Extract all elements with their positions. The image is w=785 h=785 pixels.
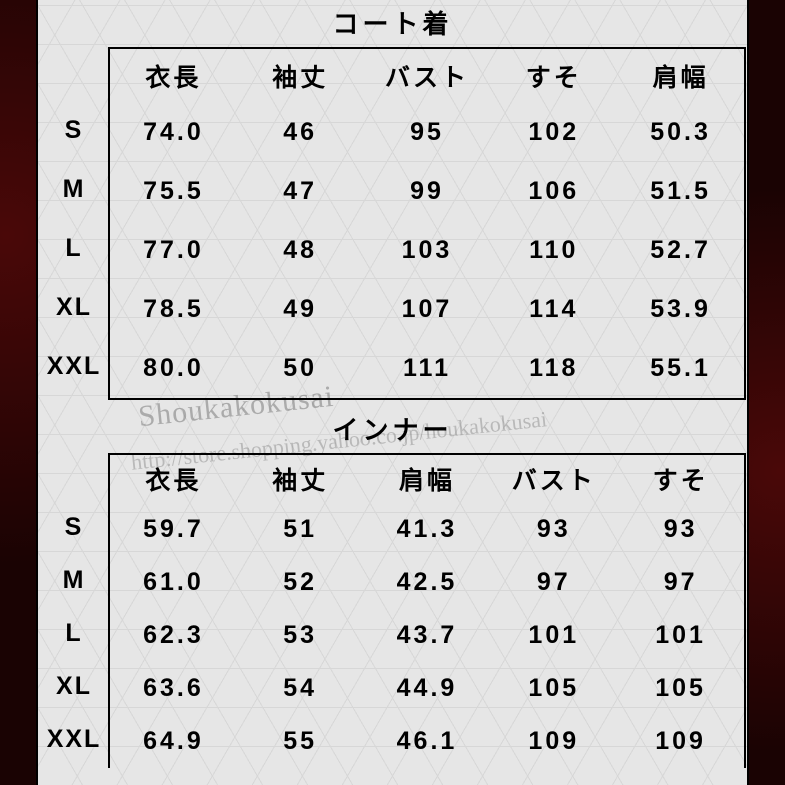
cell: 64.9 bbox=[110, 715, 237, 768]
cell: 93 bbox=[617, 503, 744, 556]
size-label: XXL bbox=[40, 337, 108, 396]
cell: 43.7 bbox=[364, 609, 491, 662]
cell: 110 bbox=[490, 221, 617, 280]
cell: 50.3 bbox=[617, 103, 744, 162]
cell: 52 bbox=[237, 556, 364, 609]
cell: 55.1 bbox=[617, 339, 744, 398]
cell: 78.5 bbox=[110, 280, 237, 339]
cell: 52.7 bbox=[617, 221, 744, 280]
table1-title: コート着 bbox=[38, 0, 747, 47]
cell: 46 bbox=[237, 103, 364, 162]
cell: 48 bbox=[237, 221, 364, 280]
content-container: コート着 S M L XL XXL 衣長 袖丈 バスト すそ bbox=[38, 0, 747, 768]
cell: 42.5 bbox=[364, 556, 491, 609]
col-header: すそ bbox=[617, 455, 744, 503]
cell: 97 bbox=[617, 556, 744, 609]
col-header: バスト bbox=[490, 455, 617, 503]
table-row: 61.0 52 42.5 97 97 bbox=[110, 556, 744, 609]
cell: 106 bbox=[490, 162, 617, 221]
background-edge-left bbox=[0, 0, 36, 785]
cell: 101 bbox=[490, 609, 617, 662]
cell: 109 bbox=[617, 715, 744, 768]
table-row: 78.5 49 107 114 53.9 bbox=[110, 280, 744, 339]
cell: 51 bbox=[237, 503, 364, 556]
cell: 63.6 bbox=[110, 662, 237, 715]
cell: 41.3 bbox=[364, 503, 491, 556]
cell: 102 bbox=[490, 103, 617, 162]
cell: 53 bbox=[237, 609, 364, 662]
col-header: 衣長 bbox=[110, 49, 237, 103]
size-label: L bbox=[40, 219, 108, 278]
table2-border: 衣長 袖丈 肩幅 バスト すそ 59.7 51 41.3 93 bbox=[108, 453, 746, 768]
table-row: 77.0 48 103 110 52.7 bbox=[110, 221, 744, 280]
size-chart-panel: Shoukakokusai http://store.shopping.yaho… bbox=[36, 0, 749, 785]
cell: 107 bbox=[364, 280, 491, 339]
col-header: バスト bbox=[364, 49, 491, 103]
table-row: 75.5 47 99 106 51.5 bbox=[110, 162, 744, 221]
size-label: S bbox=[40, 101, 108, 160]
cell: 75.5 bbox=[110, 162, 237, 221]
cell: 59.7 bbox=[110, 503, 237, 556]
table1: 衣長 袖丈 バスト すそ 肩幅 74.0 46 95 102 bbox=[110, 49, 744, 398]
cell: 51.5 bbox=[617, 162, 744, 221]
col-header: 衣長 bbox=[110, 455, 237, 503]
cell: 103 bbox=[364, 221, 491, 280]
cell: 50 bbox=[237, 339, 364, 398]
size-label: XL bbox=[40, 660, 108, 713]
col-header: 肩幅 bbox=[617, 49, 744, 103]
table2: 衣長 袖丈 肩幅 バスト すそ 59.7 51 41.3 93 bbox=[110, 455, 744, 768]
col-header: 肩幅 bbox=[364, 455, 491, 503]
cell: 80.0 bbox=[110, 339, 237, 398]
size-label: S bbox=[40, 501, 108, 554]
col-header: 袖丈 bbox=[237, 49, 364, 103]
size-label: M bbox=[40, 554, 108, 607]
col-header: すそ bbox=[490, 49, 617, 103]
col-header: 袖丈 bbox=[237, 455, 364, 503]
cell: 54 bbox=[237, 662, 364, 715]
cell: 77.0 bbox=[110, 221, 237, 280]
table1-border: 衣長 袖丈 バスト すそ 肩幅 74.0 46 95 102 bbox=[108, 47, 746, 400]
background-edge-right bbox=[749, 0, 785, 785]
cell: 105 bbox=[490, 662, 617, 715]
table-row: 80.0 50 111 118 55.1 bbox=[110, 339, 744, 398]
cell: 93 bbox=[490, 503, 617, 556]
cell: 109 bbox=[490, 715, 617, 768]
cell: 53.9 bbox=[617, 280, 744, 339]
table2-size-column: S M L XL XXL bbox=[40, 501, 108, 766]
table2-header-row: 衣長 袖丈 肩幅 バスト すそ bbox=[110, 455, 744, 503]
cell: 99 bbox=[364, 162, 491, 221]
cell: 47 bbox=[237, 162, 364, 221]
cell: 114 bbox=[490, 280, 617, 339]
table-row: 62.3 53 43.7 101 101 bbox=[110, 609, 744, 662]
table1-header-row: 衣長 袖丈 バスト すそ 肩幅 bbox=[110, 49, 744, 103]
table-row: 59.7 51 41.3 93 93 bbox=[110, 503, 744, 556]
cell: 95 bbox=[364, 103, 491, 162]
cell: 97 bbox=[490, 556, 617, 609]
cell: 101 bbox=[617, 609, 744, 662]
cell: 111 bbox=[364, 339, 491, 398]
table-row: 64.9 55 46.1 109 109 bbox=[110, 715, 744, 768]
table1-size-column: S M L XL XXL bbox=[40, 101, 108, 396]
table-row: 74.0 46 95 102 50.3 bbox=[110, 103, 744, 162]
cell: 44.9 bbox=[364, 662, 491, 715]
size-label: L bbox=[40, 607, 108, 660]
cell: 61.0 bbox=[110, 556, 237, 609]
table-row: 63.6 54 44.9 105 105 bbox=[110, 662, 744, 715]
cell: 49 bbox=[237, 280, 364, 339]
cell: 118 bbox=[490, 339, 617, 398]
cell: 105 bbox=[617, 662, 744, 715]
cell: 46.1 bbox=[364, 715, 491, 768]
size-label: XXL bbox=[40, 713, 108, 766]
table2-title: インナー bbox=[38, 400, 747, 453]
cell: 74.0 bbox=[110, 103, 237, 162]
cell: 62.3 bbox=[110, 609, 237, 662]
size-label: M bbox=[40, 160, 108, 219]
cell: 55 bbox=[237, 715, 364, 768]
size-label: XL bbox=[40, 278, 108, 337]
